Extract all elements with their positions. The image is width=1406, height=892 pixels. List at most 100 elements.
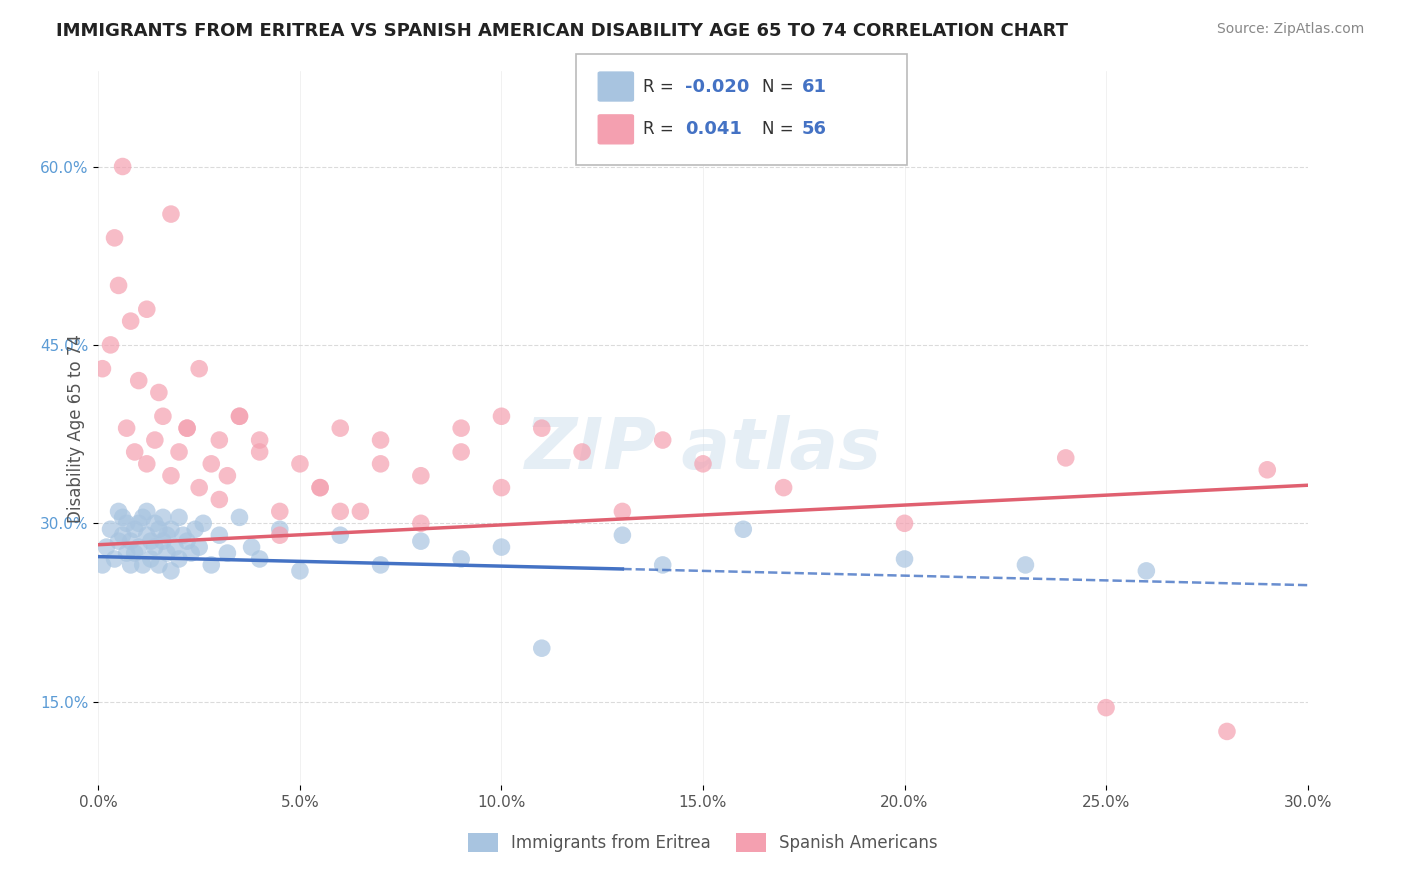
- Point: [309, 481, 332, 495]
- Point: [651, 558, 673, 572]
- Point: [115, 546, 138, 560]
- Point: [143, 516, 166, 531]
- Point: [370, 433, 392, 447]
- Point: [612, 504, 634, 518]
- Point: [228, 510, 250, 524]
- Point: [163, 540, 186, 554]
- Point: [139, 534, 162, 549]
- Point: [148, 385, 170, 400]
- Point: [200, 558, 222, 572]
- Point: [100, 338, 122, 352]
- Text: 0.041: 0.041: [685, 120, 741, 138]
- Point: [167, 510, 190, 524]
- Point: [692, 457, 714, 471]
- Point: [120, 534, 142, 549]
- Point: [1135, 564, 1157, 578]
- Point: [269, 504, 291, 518]
- Point: [249, 552, 271, 566]
- Point: [148, 522, 170, 536]
- Point: [269, 528, 291, 542]
- Point: [409, 534, 432, 549]
- Y-axis label: Disability Age 65 to 74: Disability Age 65 to 74: [66, 334, 84, 523]
- Point: [111, 510, 134, 524]
- Point: [269, 522, 291, 536]
- Point: [240, 540, 263, 554]
- Point: [208, 433, 231, 447]
- Point: [176, 534, 198, 549]
- Point: [491, 409, 513, 424]
- Point: [128, 540, 150, 554]
- Point: [530, 641, 553, 656]
- Point: [651, 433, 673, 447]
- Point: [772, 481, 794, 495]
- Point: [115, 516, 138, 531]
- Point: [1095, 700, 1118, 714]
- Point: [1216, 724, 1239, 739]
- Text: IMMIGRANTS FROM ERITREA VS SPANISH AMERICAN DISABILITY AGE 65 TO 74 CORRELATION : IMMIGRANTS FROM ERITREA VS SPANISH AMERI…: [56, 22, 1069, 40]
- Point: [143, 433, 166, 447]
- Point: [349, 504, 371, 518]
- Point: [208, 492, 231, 507]
- Point: [135, 457, 157, 471]
- Point: [128, 374, 150, 388]
- Point: [152, 510, 174, 524]
- Point: [152, 409, 174, 424]
- Point: [160, 522, 183, 536]
- Point: [139, 552, 162, 566]
- Point: [288, 457, 311, 471]
- Point: [1256, 463, 1278, 477]
- Text: -0.020: -0.020: [685, 78, 749, 95]
- Legend: Immigrants from Eritrea, Spanish Americans: Immigrants from Eritrea, Spanish America…: [461, 826, 945, 859]
- Point: [217, 468, 239, 483]
- Point: [124, 522, 146, 536]
- Point: [148, 558, 170, 572]
- Point: [329, 421, 352, 435]
- Point: [156, 546, 179, 560]
- Point: [450, 552, 472, 566]
- Point: [107, 534, 129, 549]
- Point: [91, 558, 114, 572]
- Point: [160, 207, 183, 221]
- Point: [107, 504, 129, 518]
- Point: [228, 409, 250, 424]
- Point: [188, 361, 211, 376]
- Point: [135, 302, 157, 317]
- Point: [180, 546, 202, 560]
- Point: [96, 540, 118, 554]
- Point: [135, 528, 157, 542]
- Point: [188, 481, 211, 495]
- Text: N =: N =: [762, 120, 799, 138]
- Point: [309, 481, 332, 495]
- Point: [200, 457, 222, 471]
- Point: [370, 457, 392, 471]
- Point: [135, 504, 157, 518]
- Point: [120, 314, 142, 328]
- Point: [491, 540, 513, 554]
- Point: [288, 564, 311, 578]
- Point: [132, 558, 155, 572]
- Point: [160, 468, 183, 483]
- Point: [176, 421, 198, 435]
- Point: [103, 231, 125, 245]
- Point: [128, 516, 150, 531]
- Point: [193, 516, 215, 531]
- Point: [612, 528, 634, 542]
- Point: [120, 558, 142, 572]
- Text: ZIP atlas: ZIP atlas: [524, 415, 882, 484]
- Text: 56: 56: [801, 120, 827, 138]
- Point: [184, 522, 207, 536]
- Point: [571, 445, 593, 459]
- Point: [167, 445, 190, 459]
- Point: [124, 445, 146, 459]
- Point: [249, 433, 271, 447]
- Text: 61: 61: [801, 78, 827, 95]
- Point: [124, 546, 146, 560]
- Point: [893, 516, 915, 531]
- Text: R =: R =: [643, 78, 679, 95]
- Point: [530, 421, 553, 435]
- Point: [208, 528, 231, 542]
- Point: [172, 528, 194, 542]
- Point: [217, 546, 239, 560]
- Point: [329, 528, 352, 542]
- Point: [111, 160, 134, 174]
